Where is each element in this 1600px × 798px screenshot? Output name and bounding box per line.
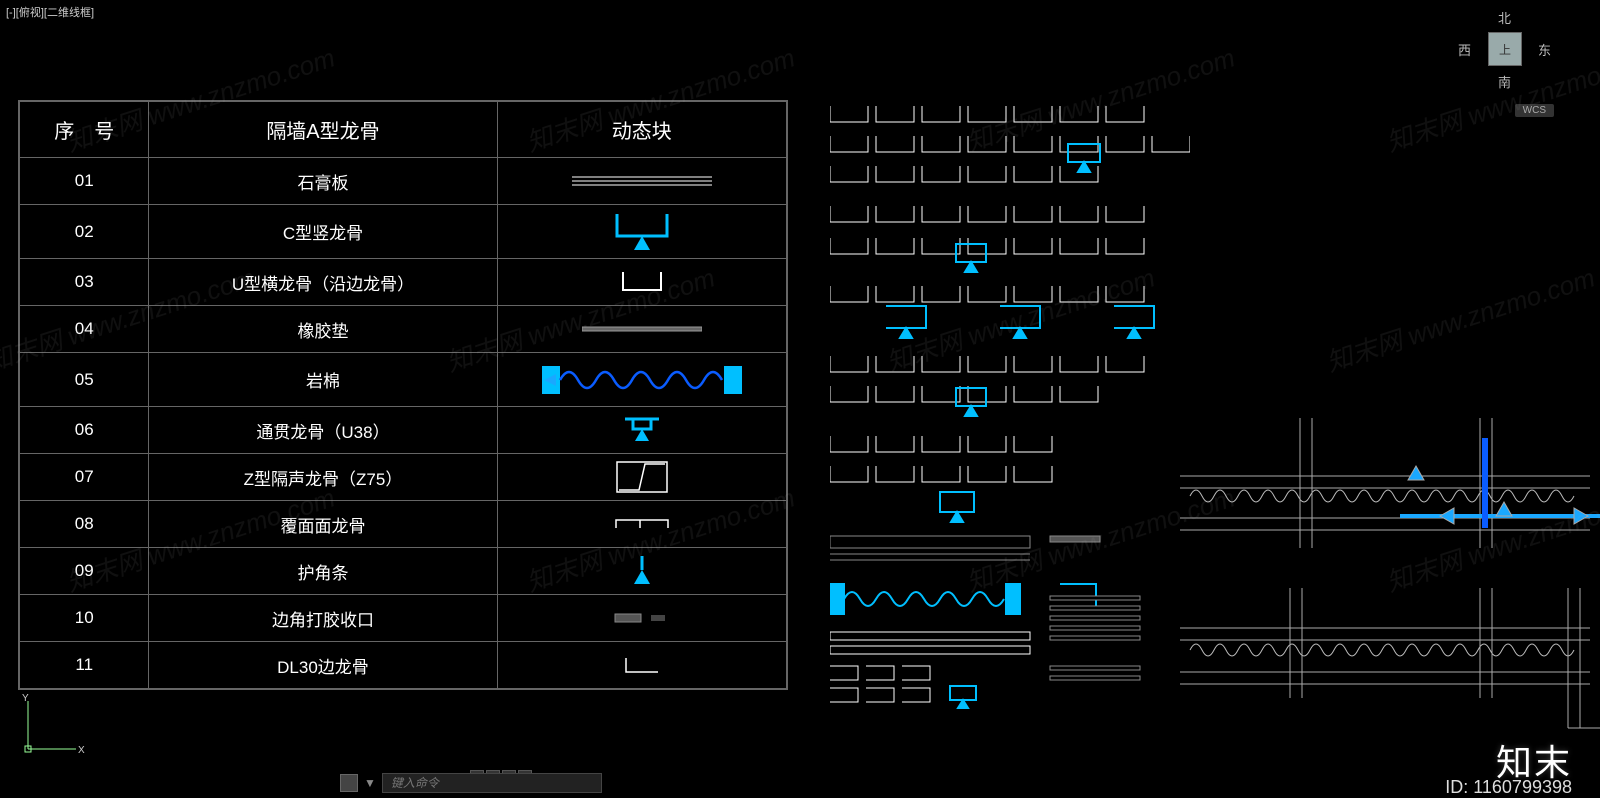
command-menu-icon[interactable] — [340, 774, 358, 792]
watermark-text: 知末网 www.znzmo.com — [1321, 258, 1599, 380]
block-symbol-u38 — [498, 415, 786, 445]
command-bar[interactable]: ▼ — [340, 772, 602, 794]
block-symbol-face_stud — [498, 514, 786, 534]
cell-block — [497, 501, 786, 548]
cell-seq: 03 — [20, 259, 149, 306]
wcs-badge[interactable]: WCS — [1515, 104, 1554, 117]
table-row: 08 覆面面龙骨 — [20, 501, 787, 548]
cell-block — [497, 407, 786, 454]
profiles-svg — [830, 106, 1190, 716]
cell-block — [497, 259, 786, 306]
cell-block — [497, 205, 786, 259]
block-symbol-c_stud — [498, 210, 786, 254]
cell-seq: 01 — [20, 158, 149, 205]
compass-east[interactable]: 东 — [1538, 40, 1551, 59]
cell-seq: 06 — [20, 407, 149, 454]
cell-seq: 09 — [20, 548, 149, 595]
cell-block — [497, 454, 786, 501]
block-symbol-sealant — [498, 611, 786, 625]
cell-block — [497, 306, 786, 353]
cell-name: U型横龙骨（沿边龙骨） — [149, 259, 497, 306]
table-row: 02 C型竖龙骨 — [20, 205, 787, 259]
cell-seq: 11 — [20, 642, 149, 689]
cell-name: DL30边龙骨 — [149, 642, 497, 689]
cell-seq: 08 — [20, 501, 149, 548]
table-row: 05 岩棉 — [20, 353, 787, 407]
table-row: 11 DL30边龙骨 — [20, 642, 787, 689]
table-row: 03 U型横龙骨（沿边龙骨） — [20, 259, 787, 306]
cell-seq: 10 — [20, 595, 149, 642]
command-input[interactable] — [382, 773, 602, 793]
profile-diagrams-area — [830, 106, 1190, 716]
header-block: 动态块 — [497, 102, 786, 158]
block-symbol-gypsum — [498, 173, 786, 189]
cell-name: 边角打胶收口 — [149, 595, 497, 642]
compass-south[interactable]: 南 — [1498, 72, 1511, 91]
block-symbol-dl30 — [498, 654, 786, 676]
table-row: 04 橡胶垫 — [20, 306, 787, 353]
brand-id-label: ID: 1160799398 — [1445, 777, 1572, 798]
header-seq: 序 号 — [20, 102, 149, 158]
cell-name: 石膏板 — [149, 158, 497, 205]
cell-block — [497, 548, 786, 595]
viewport-label[interactable]: [-][俯视][二维线框] — [6, 4, 94, 20]
legend-table: 序 号 隔墙A型龙骨 动态块 01 石膏板 02 C型竖龙骨 03 U型横龙骨（… — [18, 100, 788, 690]
table-header-row: 序 号 隔墙A型龙骨 动态块 — [20, 102, 787, 158]
cell-name: 橡胶垫 — [149, 306, 497, 353]
section-svg — [1170, 408, 1600, 738]
cell-block — [497, 158, 786, 205]
header-name: 隔墙A型龙骨 — [149, 102, 497, 158]
cell-name: 护角条 — [149, 548, 497, 595]
view-cube[interactable]: 北 南 西 东 上 — [1440, 8, 1570, 98]
svg-text:X: X — [78, 745, 85, 756]
compass-north[interactable]: 北 — [1498, 8, 1511, 27]
view-cube-top[interactable]: 上 — [1488, 32, 1522, 66]
command-chevron-icon[interactable]: ▼ — [364, 776, 376, 790]
cell-seq: 05 — [20, 353, 149, 407]
block-symbol-u_track — [498, 268, 786, 296]
ucs-axis-icon: Y X — [18, 693, 88, 768]
cell-block — [497, 595, 786, 642]
cell-block — [497, 642, 786, 689]
cell-name: 通贯龙骨（U38） — [149, 407, 497, 454]
svg-text:Y: Y — [22, 693, 29, 704]
cell-name: 覆面面龙骨 — [149, 501, 497, 548]
block-symbol-z75 — [498, 460, 786, 494]
block-symbol-rockwool — [498, 360, 786, 400]
table-row: 07 Z型隔声龙骨（Z75） — [20, 454, 787, 501]
block-symbol-corner — [498, 554, 786, 588]
cell-seq: 04 — [20, 306, 149, 353]
cell-name: C型竖龙骨 — [149, 205, 497, 259]
cell-seq: 02 — [20, 205, 149, 259]
cell-name: 岩棉 — [149, 353, 497, 407]
wall-section-details — [1170, 408, 1600, 738]
cell-seq: 07 — [20, 454, 149, 501]
block-symbol-rubber — [498, 325, 786, 333]
table-row: 01 石膏板 — [20, 158, 787, 205]
compass-west[interactable]: 西 — [1458, 40, 1471, 59]
table-row: 06 通贯龙骨（U38） — [20, 407, 787, 454]
table-row: 09 护角条 — [20, 548, 787, 595]
cell-name: Z型隔声龙骨（Z75） — [149, 454, 497, 501]
table-row: 10 边角打胶收口 — [20, 595, 787, 642]
cell-block — [497, 353, 786, 407]
